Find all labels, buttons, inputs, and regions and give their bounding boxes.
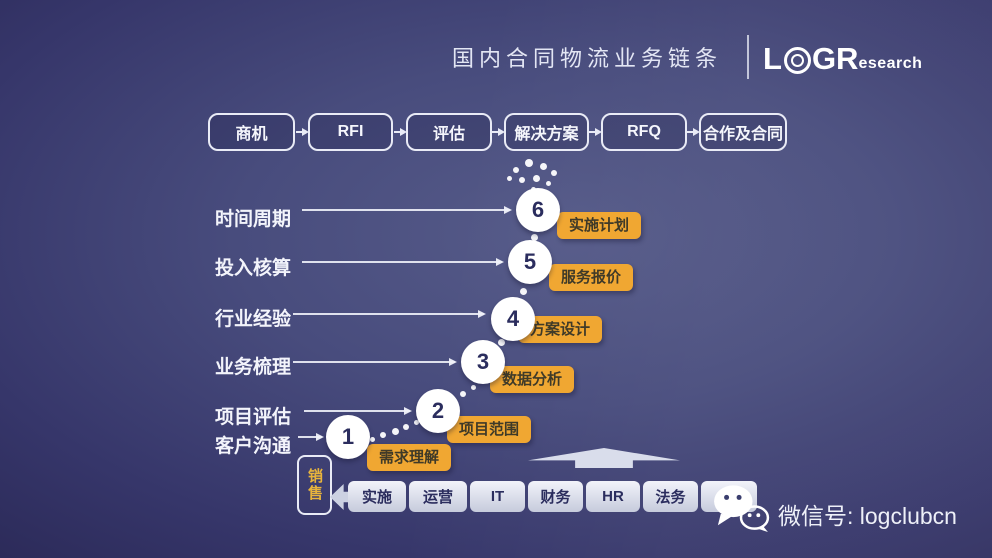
stair-step-circle-6: 6 [516, 188, 560, 232]
dept-operations: 运营 [409, 481, 467, 512]
stair-step-circle-3: 3 [461, 340, 505, 384]
stair-tag-implementation-plan: 实施计划 [557, 212, 641, 239]
stair-arrow-icon [302, 206, 512, 214]
flow-step-opportunity: 商机 [208, 113, 295, 151]
stair-arrow-icon [302, 258, 504, 266]
logresearch-logo: L GR esearch [763, 40, 922, 78]
up-arrow-icon [528, 448, 680, 468]
stair-label-industry-experience: 行业经验 [215, 309, 292, 330]
stair-tag-demand-understanding: 需求理解 [367, 444, 451, 471]
stair-tag-data-analysis: 数据分析 [490, 366, 574, 393]
header-divider [747, 35, 749, 79]
stair-label-time-cycle: 时间周期 [215, 209, 292, 230]
logo-research-text: esearch [858, 54, 923, 72]
flow-step-contract: 合作及合同 [699, 113, 787, 151]
dept-legal: 法务 [643, 481, 698, 512]
wechat-icon [710, 483, 772, 538]
stair-arrow-icon [304, 407, 412, 415]
flow-arrow-icon [492, 128, 505, 136]
dept-implementation: 实施 [348, 481, 406, 512]
dept-finance: 财务 [528, 481, 583, 512]
dept-it: IT [470, 481, 525, 512]
stair-arrow-icon [293, 358, 457, 366]
logo-target-icon [783, 46, 811, 74]
flow-step-solution: 解决方案 [504, 113, 589, 151]
stair-step-circle-2: 2 [416, 389, 460, 433]
stair-step-circle-1: 1 [326, 415, 370, 459]
flow-arrow-icon [296, 128, 309, 136]
sales-box: 销售 [297, 455, 332, 515]
flow-arrow-icon [394, 128, 407, 136]
stair-step-circle-5: 5 [508, 240, 552, 284]
stair-label-project-evaluation: 项目评估 [215, 407, 292, 428]
dept-hr: HR [586, 481, 640, 512]
page-title: 国内合同物流业务链条 [452, 46, 723, 71]
sales-label: 销售 [306, 468, 323, 502]
stair-label-business-sorting: 业务梳理 [215, 357, 292, 378]
flow-arrow-icon [687, 128, 700, 136]
stair-tag-service-quote: 服务报价 [549, 264, 633, 291]
stair-arrow-icon [293, 310, 486, 318]
logo-letter-l: L [763, 41, 782, 76]
stair-label-cost-accounting: 投入核算 [215, 258, 292, 279]
logo-letters-gr: GR [811, 41, 859, 76]
flow-step-evaluation: 评估 [406, 113, 492, 151]
flow-step-rfq: RFQ [601, 113, 687, 151]
flow-arrow-icon [589, 128, 602, 136]
stair-arrow-icon [298, 433, 324, 441]
flow-step-rfi: RFI [308, 113, 393, 151]
stair-step-circle-4: 4 [491, 297, 535, 341]
wechat-id-text: 微信号: logclubcn [778, 503, 957, 529]
stair-label-customer-communication: 客户沟通 [215, 436, 292, 457]
stair-tag-project-scope: 项目范围 [447, 416, 531, 443]
